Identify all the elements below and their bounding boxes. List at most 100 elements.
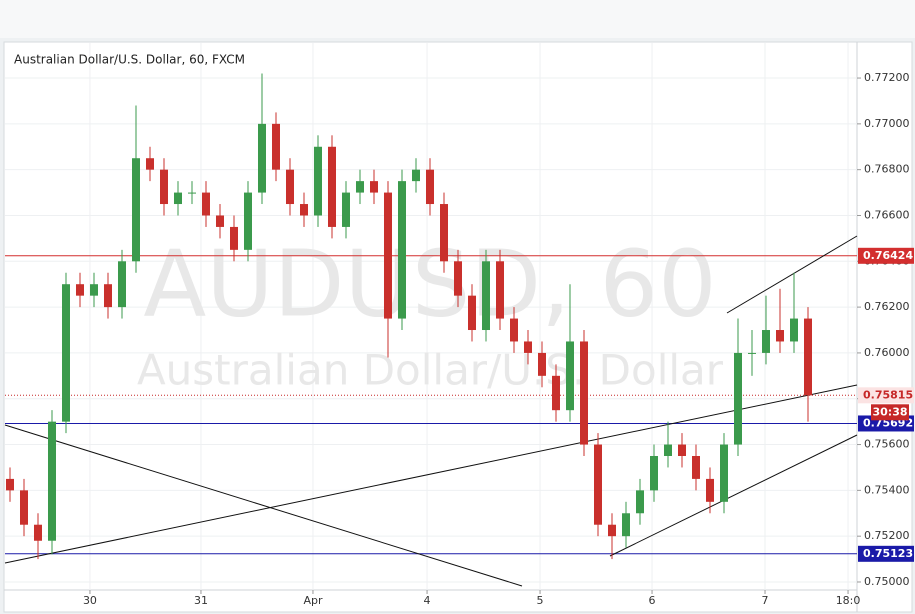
candle-body — [89, 284, 98, 296]
y-tick-label: 0.77200 — [864, 71, 910, 84]
candle-body — [453, 261, 462, 296]
y-tick-label: 0.76000 — [864, 346, 910, 359]
candle-body — [271, 123, 280, 170]
y-tick-label: 0.76800 — [864, 163, 910, 176]
candle-body — [775, 330, 784, 342]
candle-body — [397, 181, 406, 319]
candle-body — [243, 192, 252, 250]
candle-body — [285, 169, 294, 205]
candle-body — [411, 169, 420, 182]
candle-body — [523, 341, 532, 353]
candle-body — [691, 455, 700, 479]
candle-body — [607, 524, 616, 537]
countdown-box — [871, 404, 909, 421]
candle-body — [75, 284, 84, 296]
y-tick-label: 0.75400 — [864, 483, 910, 496]
candle-body — [565, 341, 574, 411]
top-bar — [0, 0, 915, 38]
candle-body — [257, 123, 266, 193]
chart-panel — [3, 41, 913, 613]
x-tick-label: Apr — [303, 594, 323, 607]
candle-body — [369, 181, 378, 193]
candle-body — [187, 192, 196, 194]
candles — [5, 73, 812, 560]
chart-title: Australian Dollar/U.S. Dollar, 60, FXCM — [14, 53, 245, 67]
candle-body — [19, 490, 28, 525]
candle-body — [593, 444, 602, 525]
candle-body — [649, 455, 658, 491]
candle-body — [803, 318, 812, 396]
watermark: AUDUSD, 60 — [143, 230, 716, 337]
candle-body — [733, 352, 742, 445]
candle-body — [537, 352, 546, 376]
candle-body — [425, 169, 434, 205]
candle-body — [173, 192, 182, 205]
x-tick-label: 18:0 — [836, 594, 861, 607]
candle-body — [103, 284, 112, 308]
axis-labels: 0.750000.752000.754000.756000.758000.760… — [83, 71, 914, 607]
watermark-subtitle: Australian Dollar/U.S. Dollar — [137, 346, 724, 395]
y-tick-label: 0.76200 — [864, 300, 910, 313]
candle-body — [47, 421, 56, 541]
candle-body — [789, 318, 798, 342]
candle-body — [5, 478, 14, 491]
level-label-box — [858, 545, 914, 562]
candle-body — [481, 261, 490, 331]
candle-body — [61, 284, 70, 422]
candle-body — [677, 444, 686, 456]
level-label-box — [858, 247, 914, 264]
level-label: 0.76424 — [863, 249, 913, 262]
trend-line — [609, 434, 858, 557]
x-tick-label: 4 — [424, 594, 431, 607]
countdown-label: 30:38 — [872, 405, 907, 418]
candle-body — [551, 375, 560, 411]
y-tick-label: 0.75200 — [864, 529, 910, 542]
candle-body — [663, 444, 672, 456]
y-tick-label: 0.75600 — [864, 438, 910, 451]
x-tick-label: 5 — [537, 594, 544, 607]
candle-body — [229, 226, 238, 250]
candle-body — [635, 490, 644, 514]
y-tick-label: 0.75000 — [864, 575, 910, 588]
candle-body — [509, 318, 518, 342]
candle-body — [761, 330, 770, 353]
candle-body — [145, 158, 154, 170]
y-tick-label: 0.77000 — [864, 117, 910, 130]
candle-body — [159, 169, 168, 205]
candle-body — [131, 158, 140, 262]
candle-body — [313, 146, 322, 216]
trend-lines — [4, 235, 858, 587]
candle-body — [439, 204, 448, 262]
candle-body — [201, 192, 210, 216]
candle-body — [341, 192, 350, 227]
candle-body — [33, 524, 42, 541]
candle-body — [719, 444, 728, 502]
trend-line — [726, 235, 858, 314]
candle-body — [327, 146, 336, 227]
candle-body — [495, 261, 504, 319]
trend-line — [4, 384, 858, 564]
candle-body — [747, 352, 756, 354]
candle-body — [355, 181, 364, 193]
candle-body — [215, 215, 224, 227]
candle-body — [299, 204, 308, 216]
candle-body — [117, 261, 126, 308]
grid — [5, 43, 861, 594]
last-price-box — [858, 387, 914, 404]
level-label: 0.75123 — [863, 547, 913, 560]
x-tick-label: 30 — [83, 594, 97, 607]
trend-line — [4, 424, 523, 587]
candle-body — [705, 478, 714, 502]
y-tick-label: 0.76600 — [864, 208, 910, 221]
candle-body — [383, 192, 392, 319]
last-price-label: 0.75815 — [863, 388, 913, 401]
x-tick-label: 31 — [194, 594, 208, 607]
candle-body — [579, 341, 588, 445]
x-tick-label: 6 — [649, 594, 656, 607]
candle-body — [621, 513, 630, 537]
x-tick-label: 7 — [762, 594, 769, 607]
levels — [5, 255, 857, 555]
candle-body — [467, 295, 476, 331]
